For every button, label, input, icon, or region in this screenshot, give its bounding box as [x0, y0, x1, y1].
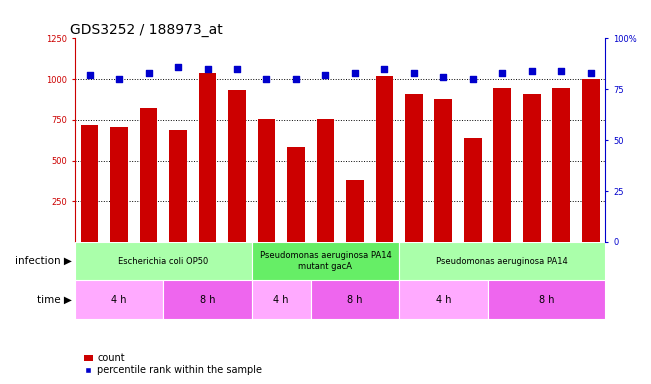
- Text: 8 h: 8 h: [347, 295, 363, 305]
- Bar: [163, 280, 252, 319]
- Point: [202, 66, 213, 72]
- Bar: [75, 280, 163, 319]
- Bar: [110, 127, 128, 242]
- Point: [497, 70, 508, 76]
- Bar: [252, 242, 399, 280]
- Bar: [258, 119, 275, 242]
- Text: 4 h: 4 h: [111, 295, 127, 305]
- Point: [143, 70, 154, 76]
- Bar: [311, 280, 399, 319]
- Text: 4 h: 4 h: [273, 295, 289, 305]
- Point: [85, 72, 95, 78]
- Point: [261, 76, 271, 82]
- Point: [379, 66, 389, 72]
- Point: [320, 72, 331, 78]
- Point: [232, 66, 242, 72]
- Bar: [376, 76, 393, 242]
- Bar: [493, 88, 511, 242]
- Bar: [287, 147, 305, 242]
- Text: Pseudomonas aeruginosa PA14: Pseudomonas aeruginosa PA14: [436, 257, 568, 266]
- Point: [173, 64, 183, 70]
- Point: [114, 76, 124, 82]
- Bar: [252, 280, 311, 319]
- Point: [467, 76, 478, 82]
- Point: [291, 76, 301, 82]
- Bar: [228, 90, 246, 242]
- Point: [527, 68, 537, 74]
- Bar: [346, 180, 364, 242]
- Point: [438, 74, 449, 80]
- Text: 4 h: 4 h: [436, 295, 451, 305]
- Bar: [552, 88, 570, 242]
- Bar: [81, 125, 98, 242]
- Bar: [140, 108, 158, 242]
- Text: GDS3252 / 188973_at: GDS3252 / 188973_at: [70, 23, 222, 37]
- Point: [556, 68, 566, 74]
- Bar: [75, 242, 252, 280]
- Legend: count, percentile rank within the sample: count, percentile rank within the sample: [79, 349, 266, 379]
- Bar: [169, 131, 187, 242]
- Text: time ▶: time ▶: [36, 295, 72, 305]
- Bar: [399, 242, 605, 280]
- Bar: [405, 94, 422, 242]
- Text: 8 h: 8 h: [539, 295, 554, 305]
- Bar: [399, 280, 488, 319]
- Bar: [199, 73, 216, 242]
- Text: 8 h: 8 h: [200, 295, 215, 305]
- Point: [350, 70, 360, 76]
- Text: Escherichia coli OP50: Escherichia coli OP50: [118, 257, 208, 266]
- Point: [585, 70, 596, 76]
- Bar: [488, 280, 605, 319]
- Point: [409, 70, 419, 76]
- Text: infection ▶: infection ▶: [15, 256, 72, 266]
- Bar: [434, 99, 452, 242]
- Text: Pseudomonas aeruginosa PA14
mutant gacA: Pseudomonas aeruginosa PA14 mutant gacA: [260, 252, 391, 271]
- Bar: [464, 138, 482, 242]
- Bar: [523, 94, 540, 242]
- Bar: [582, 79, 600, 242]
- Bar: [316, 119, 334, 242]
